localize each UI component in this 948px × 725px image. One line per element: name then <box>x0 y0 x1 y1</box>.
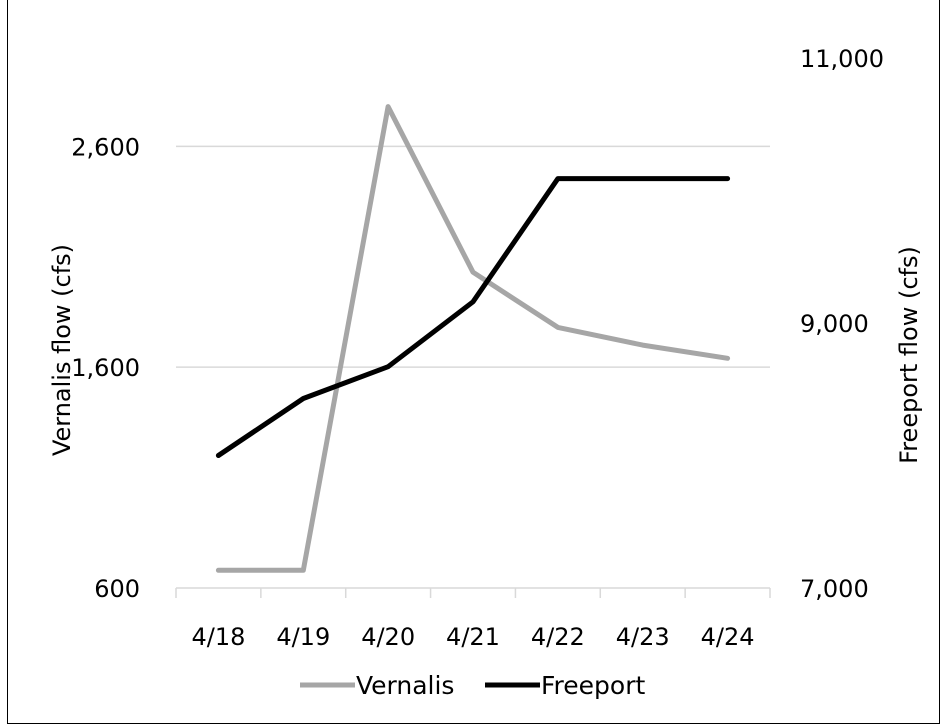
right-tick-label-0: 7,000 <box>800 575 869 603</box>
chart-frame <box>7 0 940 724</box>
left-tick-label-1: 1,600 <box>71 354 140 382</box>
legend: Vernalis Freeport <box>300 671 645 700</box>
right-tick-label-2: 11,000 <box>800 45 884 73</box>
x-tick-label-1: 4/19 <box>276 623 330 651</box>
x-tick-label-6: 4/24 <box>701 623 755 651</box>
right-tick-label-1: 9,000 <box>800 310 869 338</box>
right-y-axis: 7,000 9,000 11,000 <box>800 45 884 603</box>
series-line-freeport <box>215 176 731 458</box>
x-tick-label-0: 4/18 <box>191 623 245 651</box>
x-tick-label-5: 4/23 <box>616 623 670 651</box>
left-y-axis: 600 1,600 2,600 <box>71 133 140 603</box>
left-tick-label-0: 600 <box>94 575 140 603</box>
x-tick-label-2: 4/20 <box>361 623 415 651</box>
x-axis: 4/18 4/19 4/20 4/21 4/22 4/23 4/24 <box>175 587 771 651</box>
series-lines <box>215 104 731 573</box>
gridlines <box>176 145 770 368</box>
right-axis-title: Freeport flow (cfs) <box>895 246 923 464</box>
legend-label-vernalis: Vernalis <box>356 671 454 700</box>
left-axis-title: Vernalis flow (cfs) <box>48 244 76 456</box>
x-tick-label-4: 4/22 <box>531 623 585 651</box>
x-tick-label-3: 4/21 <box>446 623 500 651</box>
left-tick-label-2: 2,600 <box>71 133 140 161</box>
legend-label-freeport: Freeport <box>541 671 645 700</box>
